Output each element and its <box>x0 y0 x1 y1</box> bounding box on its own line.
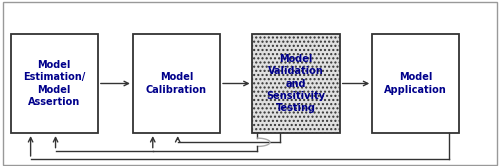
Text: Model
Estimation/
Model
Assertion: Model Estimation/ Model Assertion <box>23 60 86 107</box>
Text: Model
Validation
and
Sensitivity
Testing: Model Validation and Sensitivity Testing <box>266 54 326 113</box>
Bar <box>252 34 340 133</box>
Bar <box>10 34 98 133</box>
Text: Model
Application: Model Application <box>384 72 447 95</box>
Bar <box>133 34 220 133</box>
Text: Model
Calibration: Model Calibration <box>146 72 207 95</box>
Bar <box>372 34 460 133</box>
